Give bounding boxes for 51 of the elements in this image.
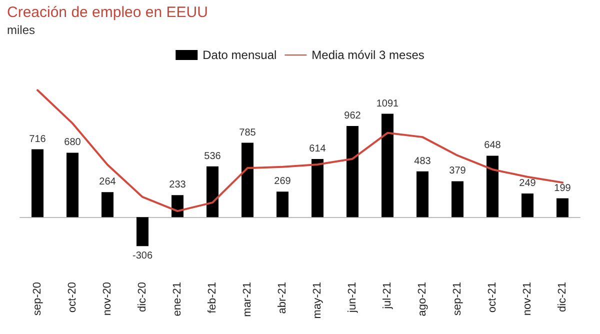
data-label: 483	[414, 156, 432, 167]
x-tick-label: abr-21	[276, 282, 288, 314]
bar	[486, 156, 498, 218]
data-label: 249	[519, 178, 536, 190]
data-label: 1091	[376, 98, 400, 110]
data-label: 648	[484, 140, 502, 152]
data-label: 962	[344, 110, 362, 122]
data-label: 233	[169, 180, 186, 191]
x-tick-label: nov-21	[522, 282, 534, 316]
bar	[382, 114, 394, 218]
x-tick-label: ago-21	[416, 282, 428, 316]
x-tick-label: oct-21	[486, 282, 498, 313]
x-tick-label: nov-20	[102, 282, 114, 316]
data-label: 269	[274, 176, 292, 188]
chart-title: Creación de empleo en EEUU	[7, 4, 208, 21]
bar	[522, 194, 534, 218]
bar	[242, 142, 254, 218]
legend-label: Dato mensual	[202, 48, 277, 62]
legend-label: Media móvil 3 meses	[312, 48, 424, 62]
bar	[102, 192, 114, 218]
x-tick-label: feb-21	[206, 282, 218, 314]
data-label: 536	[204, 150, 222, 162]
x-tick-label: mar-21	[242, 282, 254, 317]
bar	[416, 171, 428, 218]
data-label: 614	[309, 143, 326, 154]
x-tick-label: dic-21	[556, 282, 568, 312]
bar	[136, 217, 148, 246]
x-tick-label: may-21	[312, 282, 324, 319]
x-tick-label: jul-21	[382, 282, 394, 310]
bar	[556, 198, 568, 218]
bar	[206, 166, 218, 218]
data-label: 379	[449, 166, 466, 177]
data-label: 264	[99, 176, 116, 188]
data-label: 199	[554, 182, 572, 194]
data-label: 680	[64, 137, 82, 148]
data-label: 785	[239, 127, 256, 138]
bar	[66, 152, 78, 218]
x-tick-label: ene-21	[172, 282, 184, 316]
bar	[312, 158, 324, 218]
bar	[32, 149, 44, 218]
x-tick-label: dic-20	[136, 282, 148, 312]
data-label: 716	[29, 134, 46, 145]
x-tick-label: jun-21	[346, 282, 358, 314]
bar	[276, 192, 288, 218]
chart-subtitle: miles	[7, 23, 36, 37]
x-tick-label: oct-20	[66, 282, 78, 313]
data-label: -306	[132, 250, 153, 262]
x-tick-label: sep-21	[452, 282, 464, 316]
bar	[452, 181, 464, 218]
bar	[346, 126, 358, 218]
x-tick-label: sep-20	[32, 282, 44, 316]
